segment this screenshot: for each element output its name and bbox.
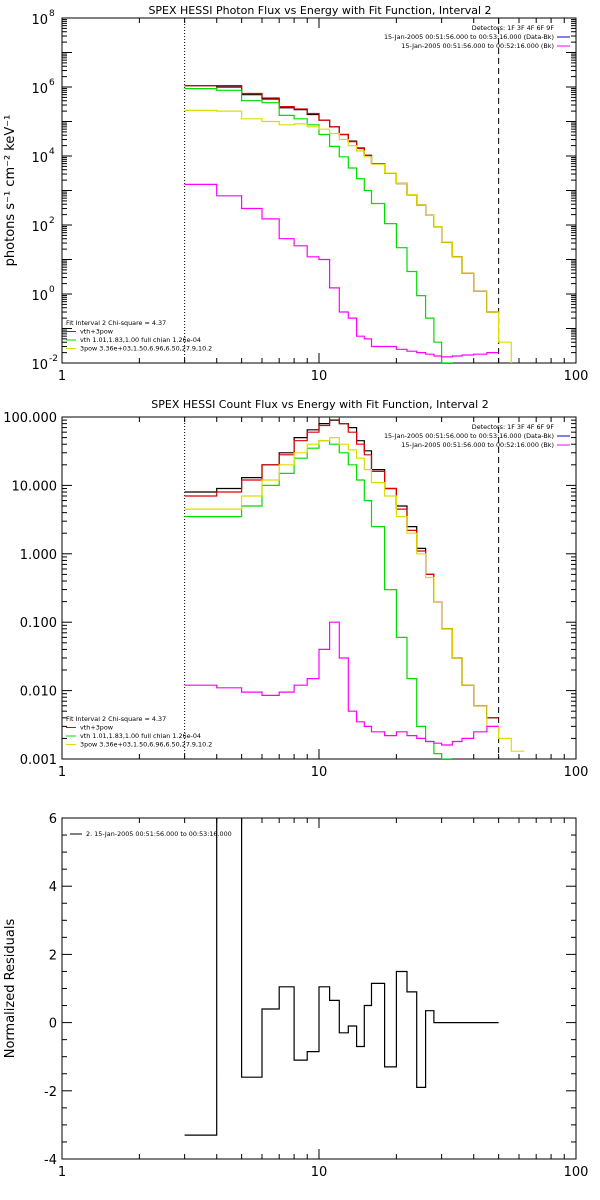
series-bk <box>184 183 499 358</box>
y-tick-label: 4 <box>49 880 57 895</box>
y-tick-label: 10 <box>31 220 48 235</box>
y-tick-label: 0.100 <box>20 616 57 631</box>
y-tick-label: -4 <box>44 1153 57 1168</box>
y-tick-label: 0 <box>49 1017 57 1032</box>
x-tick-label: 100 <box>564 1165 589 1180</box>
y-tick-exponent: 2 <box>49 216 55 226</box>
fit-interval-label: Fit Interval 2 Chi-square = 4.37 <box>66 319 166 327</box>
y-tick-label: 10 <box>31 82 48 97</box>
legend-entry: Detectors: 1F 3F 4F 6F 9F <box>472 423 555 431</box>
legend-entry: vth+3pow <box>80 328 113 336</box>
y-axis-label: photons s⁻¹ cm⁻² keV⁻¹ <box>3 115 18 267</box>
x-tick-label: 100 <box>564 765 589 780</box>
y-tick-exponent: 4 <box>49 147 55 157</box>
y-tick-label: 10 <box>31 289 48 304</box>
photon-flux-panel: SPEX HESSI Photon Flux vs Energy with Fi… <box>3 4 588 384</box>
series-data-bk <box>184 419 499 719</box>
series-vth-3pow <box>184 84 499 313</box>
y-tick-label: 10 <box>31 151 48 166</box>
y-tick-label: 2 <box>49 948 57 963</box>
fit-interval-label: Fit Interval 2 Chi-square = 4.37 <box>66 715 166 723</box>
y-tick-label: 0.010 <box>20 685 57 700</box>
residuals-panel: 1 10 100 -4 -2 0 2 4 6 Normalized Residuals 2. 15-… <box>3 812 589 1180</box>
legend-entry: vth+3pow <box>80 724 113 732</box>
y-tick-label: 10 <box>31 13 48 28</box>
series-3pow <box>184 109 512 363</box>
y-tick-exponent: 0 <box>49 285 55 295</box>
y-tick-label: 1.000 <box>20 548 57 563</box>
x-tick-label: 100 <box>564 369 589 384</box>
y-tick-exponent: -2 <box>49 354 58 364</box>
photon-flux-title: SPEX HESSI Photon Flux vs Energy with Fi… <box>148 4 491 17</box>
series-vth-3pow <box>184 417 499 719</box>
x-tick-label: 1 <box>58 1165 66 1180</box>
x-tick-label: 10 <box>311 369 328 384</box>
x-tick-label: 1 <box>58 369 66 384</box>
legend-entry: 15-Jan-2005 00:51:56.000 to 00:52:16.000… <box>401 42 554 50</box>
count-flux-panel: SPEX HESSI Count Flux vs Energy with Fit… <box>3 398 588 780</box>
series-data-bk <box>184 84 499 313</box>
y-tick-label: 6 <box>49 812 57 827</box>
y-tick-exponent: 8 <box>49 9 55 19</box>
y-tick-label: 10.000 <box>12 479 58 494</box>
x-tick-label: 1 <box>58 765 66 780</box>
legend-entry: 3pow 3.36e+03,1.50,6.96,6.50,27.9,10.2 <box>80 345 212 353</box>
legend-entry: 15-Jan-2005 00:51:56.000 to 00:53:16.000… <box>384 33 554 41</box>
series-vth <box>184 87 453 363</box>
series-bk <box>184 621 499 746</box>
series-3pow <box>184 437 525 752</box>
count-flux-title: SPEX HESSI Count Flux vs Energy with Fit… <box>151 398 488 411</box>
x-tick-label: 10 <box>311 1165 328 1180</box>
legend-entry: 15-Jan-2005 00:51:56.000 to 00:52:16.000… <box>401 441 554 449</box>
y-tick-exponent: 6 <box>49 78 55 88</box>
series-residuals <box>184 818 499 1136</box>
legend-entry: 2. 15-Jan-2005 00:51:56.000 to 00:53:16.… <box>86 830 232 838</box>
y-tick-label: 0.001 <box>20 753 57 768</box>
legend-entry: 3pow 3.36e+03,1.50,6.96,6.50,27.9,10.2 <box>80 741 212 749</box>
legend-entry: vth 1.01,1.83,1.00 full chian 1.26e-04 <box>80 732 201 740</box>
y-axis-label: Normalized Residuals <box>3 919 18 1059</box>
legend-entry: 15-Jan-2005 00:51:56.000 to 00:53:16.000… <box>384 432 554 440</box>
legend-entry: vth 1.01,1.83,1.00 full chian 1.26e-04 <box>80 336 201 344</box>
y-tick-label: 10 <box>31 358 48 373</box>
y-tick-label: 100.000 <box>3 411 57 426</box>
x-tick-label: 10 <box>311 765 328 780</box>
y-tick-label: -2 <box>44 1085 57 1100</box>
legend-entry: Detectors: 1F 3F 4F 6F 9F <box>472 24 555 32</box>
